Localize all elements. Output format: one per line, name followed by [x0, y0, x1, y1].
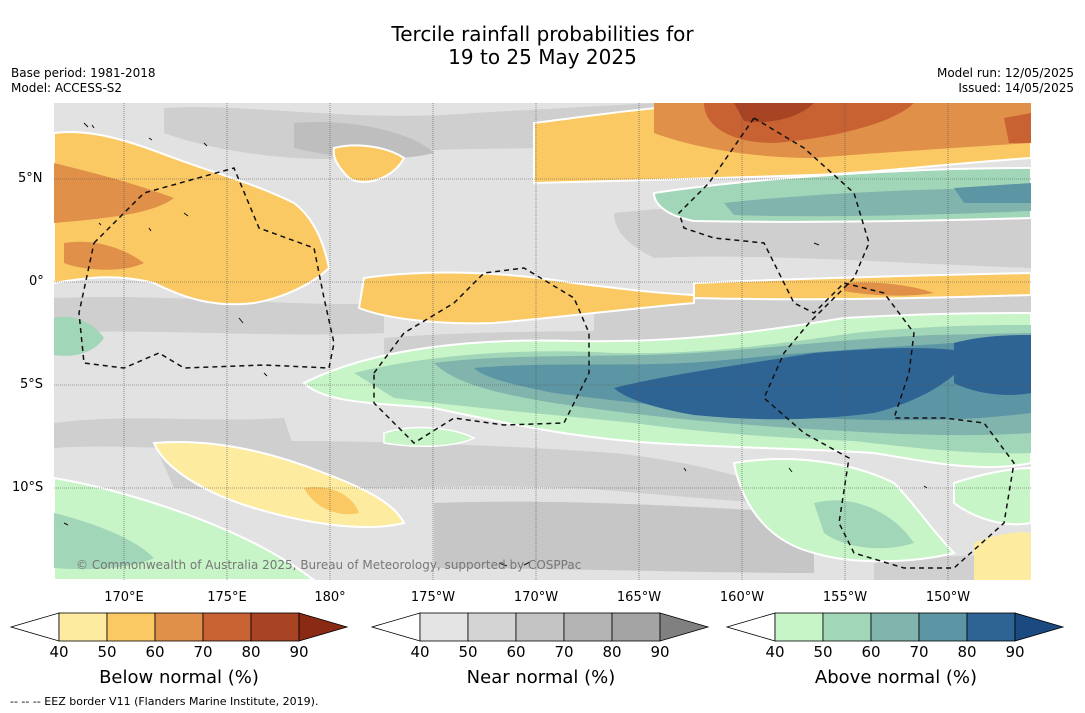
colorbar-above-tick: 60 — [861, 643, 881, 661]
lon-label-180: 180° — [314, 590, 346, 605]
colorbar-segment — [250, 612, 300, 642]
eez-footnote: -- -- -- EEZ border V11 (Flanders Marine… — [10, 695, 319, 708]
colorbar-near-tick: 50 — [458, 643, 478, 661]
colorbar-segment — [515, 612, 565, 642]
forecast-map: © Commonwealth of Australia 2025, Bureau… — [54, 103, 1031, 580]
colorbar-extend-high — [298, 612, 349, 642]
colorbar-above-tick: 70 — [909, 643, 929, 661]
colorbar-near-tick: 80 — [602, 643, 622, 661]
colorbar-below-tick: 50 — [97, 643, 117, 661]
lon-label-160w: 160°W — [719, 590, 765, 605]
colorbar-below-tick: 90 — [289, 643, 309, 661]
colorbar-segment — [154, 612, 204, 642]
colorbar-extend-low — [371, 612, 421, 642]
eez-borders — [78, 117, 1015, 569]
model-run-label: Model run: 12/05/2025 — [936, 66, 1074, 80]
lon-label-170e: 170°E — [104, 590, 144, 605]
colorbar-above-tick: 40 — [765, 643, 785, 661]
lat-label-5n: 5°N — [18, 171, 43, 186]
colorbar-near-tick: 70 — [554, 643, 574, 661]
colorbar-near-tick: 90 — [650, 643, 670, 661]
colorbar-below-tick: 70 — [193, 643, 213, 661]
colorbar-near-tick: 40 — [410, 643, 430, 661]
lon-label-165w: 165°W — [616, 590, 662, 605]
colorbar-below-tick: 40 — [49, 643, 69, 661]
lat-label-10s: 10°S — [12, 480, 44, 495]
colorbar-below-label: Below normal (%) — [99, 667, 259, 688]
colorbar-segment — [966, 612, 1016, 642]
colorbar-extend-low — [726, 612, 776, 642]
colorbar-segment — [419, 612, 469, 642]
colorbar-segment — [918, 612, 968, 642]
issued-label: Issued: 14/05/2025 — [958, 81, 1074, 95]
colorbar-segment — [774, 612, 824, 642]
colorbar-extend-high — [1014, 612, 1065, 642]
model-label: Model: ACCESS-S2 — [11, 81, 123, 95]
map-title-line-2: 19 to 25 May 2025 — [448, 45, 637, 69]
colorbar-above-tick: 50 — [813, 643, 833, 661]
lon-label-150w: 150°W — [925, 590, 971, 605]
colorbar-near-normal — [371, 612, 710, 642]
colorbar-below-normal — [10, 612, 349, 642]
base-period-label: Base period: 1981-2018 — [11, 66, 156, 80]
copyright-notice: © Commonwealth of Australia 2025, Bureau… — [76, 558, 582, 572]
below-normal-regions — [54, 103, 1031, 580]
colorbar-near-tick: 60 — [506, 643, 526, 661]
colorbar-segment — [611, 612, 661, 642]
colorbar-segment — [563, 612, 613, 642]
colorbar-above-tick: 80 — [957, 643, 977, 661]
colorbar-below-tick: 60 — [145, 643, 165, 661]
colorbar-near-label: Near normal (%) — [466, 667, 616, 688]
colorbar-above-normal — [726, 612, 1065, 642]
above-normal-regions — [54, 166, 1031, 580]
colorbar-segment — [58, 612, 108, 642]
lon-label-175w: 175°W — [410, 590, 456, 605]
forecast-map-graphic — [54, 103, 1031, 580]
colorbar-segment — [106, 612, 156, 642]
colorbar-above-tick: 90 — [1005, 643, 1025, 661]
colorbar-extend-high — [659, 612, 710, 642]
lat-label-0: 0° — [29, 274, 44, 289]
colorbar-segment — [822, 612, 872, 642]
lon-label-175e: 175°E — [207, 590, 247, 605]
colorbar-segment — [467, 612, 517, 642]
colorbar-above-label: Above normal (%) — [814, 667, 978, 688]
lon-label-155w: 155°W — [822, 590, 868, 605]
colorbar-segment — [870, 612, 920, 642]
lon-label-170w: 170°W — [513, 590, 559, 605]
colorbar-segment — [202, 612, 252, 642]
map-gridlines — [54, 103, 1031, 580]
island-outlines — [63, 122, 928, 567]
colorbar-below-tick: 80 — [241, 643, 261, 661]
colorbar-extend-low — [10, 612, 60, 642]
map-title-line-1: Tercile rainfall probabilities for — [391, 22, 694, 46]
lat-label-5s: 5°S — [20, 377, 44, 392]
